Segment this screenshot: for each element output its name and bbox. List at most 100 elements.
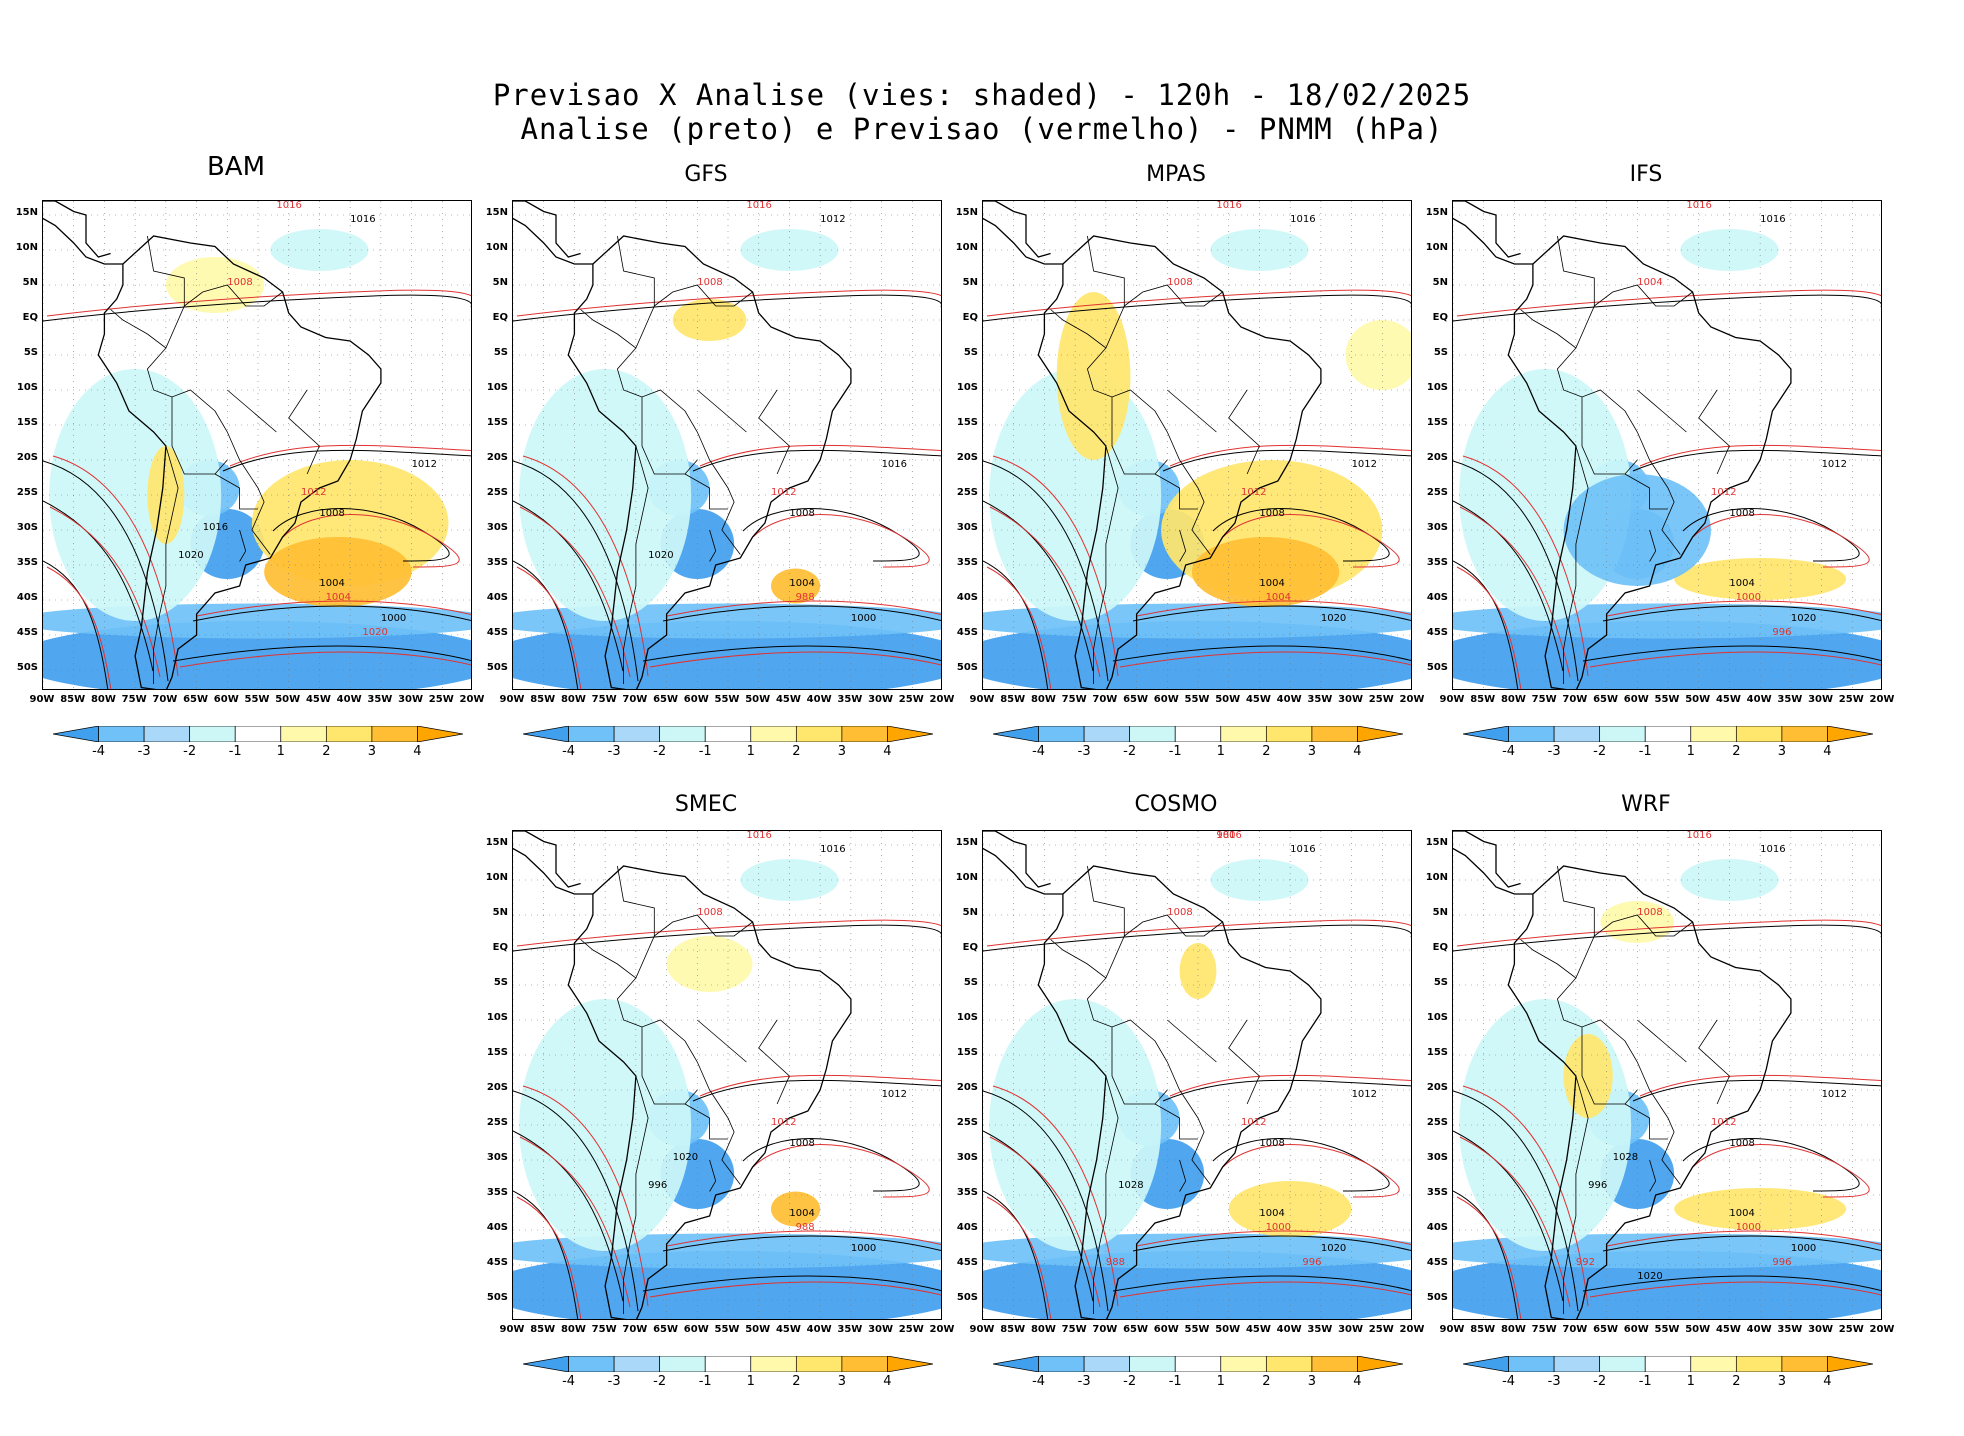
bias-shading <box>666 936 753 992</box>
analysis-isobar <box>43 500 154 672</box>
forecast-contour-label: 1012 <box>1711 487 1736 498</box>
colorbar <box>523 1356 933 1372</box>
analysis-contour-label: 1008 <box>1259 508 1284 519</box>
lat-tick-label: 25S <box>16 487 38 498</box>
forecast-contour-label: 1016 <box>1686 201 1711 211</box>
forecast-contour-label: 1016 <box>746 201 771 211</box>
forecast-isobar <box>1222 1144 1400 1198</box>
colorbar-swatch <box>1508 1356 1555 1372</box>
forecast-isobar <box>752 514 930 568</box>
forecast-contour-label: 1016 <box>1216 831 1241 841</box>
analysis-contour-label: 1012 <box>1352 459 1377 470</box>
colorbar-swatch <box>1553 1356 1601 1372</box>
country-border <box>684 1103 728 1140</box>
colorbar-label: -4 <box>92 744 106 759</box>
analysis-isobar <box>1582 645 1881 662</box>
forecast-isobar <box>522 1085 649 1307</box>
analysis-isobar <box>1112 1275 1411 1292</box>
forecast-contour-label: 1012 <box>1241 1117 1266 1128</box>
lon-tick-label: 35W <box>837 694 863 705</box>
map-area: 1016 1012 1008 1004 1020 1016 1012 1008 1004 <box>982 200 1412 690</box>
lon-tick-label: 55W <box>1654 694 1680 705</box>
forecast-contour-label: 1016 <box>1216 201 1241 211</box>
lon-tick-label: 80W <box>1030 1324 1056 1335</box>
forecast-isobar <box>229 444 471 467</box>
forecast-contour-label: 1000 <box>1736 1222 1761 1233</box>
colorbar-label: -1 <box>228 744 242 759</box>
lat-tick-label: 50S <box>16 662 38 673</box>
forecast-contour-label: 1008 <box>1167 277 1192 288</box>
country-border <box>146 347 271 555</box>
analysis-isobar <box>1162 1079 1411 1102</box>
colorbar-swatch <box>1174 1356 1222 1372</box>
lon-tick-label: 80W <box>1500 1324 1526 1335</box>
lat-tick-label: 45S <box>16 627 38 638</box>
lat-tick-label: 35S <box>1426 1187 1448 1198</box>
colorbar-swatch <box>1129 726 1176 742</box>
forecast-contour-label: 1012 <box>1711 1117 1736 1128</box>
country-border <box>1154 473 1198 510</box>
colorbar-swatch <box>1129 1356 1176 1372</box>
analysis-contour-label: 1008 <box>1259 1138 1284 1149</box>
lon-tick-label: 20W <box>1399 694 1425 705</box>
lat-tick-label: 5N <box>1432 907 1448 918</box>
colorbar-swatch <box>234 726 282 742</box>
colorbar-swatch <box>1038 1356 1085 1372</box>
lon-tick-label: 25W <box>1838 1324 1864 1335</box>
forecast-contour-label: 996 <box>1772 1257 1791 1268</box>
lat-tick-label: EQ <box>492 942 508 953</box>
analysis-contour-label: 1016 <box>820 844 845 855</box>
central-america-coastline <box>513 201 593 265</box>
analysis-isobar <box>642 645 941 662</box>
lat-tick-label: 45S <box>1426 1257 1448 1268</box>
country-border <box>684 473 728 510</box>
lat-tick-label: 30S <box>956 522 978 533</box>
lon-tick-label: 90W <box>499 1324 525 1335</box>
lat-tick-label: 50S <box>956 1292 978 1303</box>
colorbar-label: -4 <box>1502 744 1516 759</box>
lon-tick-label: 55W <box>1184 1324 1210 1335</box>
lon-tick-label: 50W <box>745 694 771 705</box>
analysis-isobar <box>222 449 471 472</box>
bias-shading <box>1191 537 1340 607</box>
lon-tick-label: 70W <box>1092 1324 1118 1335</box>
analysis-contour-label: 1008 <box>1729 508 1754 519</box>
map-area: 1016 1012 1008 1004 1000 1020 1016 1016 1012 1008… <box>42 200 472 690</box>
lat-tick-label: 40S <box>956 1222 978 1233</box>
lon-tick-label: 70W <box>622 694 648 705</box>
colorbar-label: 2 <box>792 1374 801 1389</box>
forecast-isobar <box>519 1136 631 1308</box>
lat-tick-label: 10N <box>1425 872 1448 883</box>
country-border <box>1698 1019 1730 1105</box>
lon-tick-label: 90W <box>29 694 55 705</box>
colorbar-swatch <box>53 726 99 742</box>
forecast-isobar <box>699 1074 941 1097</box>
colorbar-swatch <box>704 726 752 742</box>
south-america-coastline <box>567 235 852 689</box>
colorbar-label: 4 <box>1823 744 1832 759</box>
country-border <box>1124 914 1223 937</box>
colorbar-swatch <box>795 726 843 742</box>
panel-title: COSMO <box>1134 792 1218 817</box>
colorbar-swatch <box>1599 726 1646 742</box>
lat-tick-label: 20S <box>486 452 508 463</box>
lon-tick-label: 60W <box>1153 1324 1179 1335</box>
colorbar-label: 4 <box>883 744 892 759</box>
country-border <box>1563 445 1589 684</box>
lon-tick-label: 50W <box>275 694 301 705</box>
colorbar-swatch <box>993 726 1039 742</box>
forecast-isobar <box>649 651 941 668</box>
lon-tick-label: 65W <box>183 694 209 705</box>
lon-tick-label: 30W <box>1338 694 1364 705</box>
country-border <box>1086 977 1211 1185</box>
lon-tick-label: 60W <box>1153 694 1179 705</box>
analysis-isobar <box>513 460 639 682</box>
map-area: 1016 1012 1008 1004 1020 1028 1016 1012 1008 1000… <box>982 830 1412 1320</box>
analysis-contour-label: 1004 <box>1259 578 1284 589</box>
analysis-isobar <box>983 1090 1109 1312</box>
analysis-isobar <box>1632 449 1881 472</box>
colorbar-swatch <box>1463 726 1509 742</box>
colorbar-label: -4 <box>1502 1374 1516 1389</box>
panel-smec: SMEC 15N 10N 5N EQ 5S 10S 15S 20S 25S 30S 35S 40S 45S… <box>470 792 955 1392</box>
lon-tick-label: 20W <box>1399 1324 1425 1335</box>
